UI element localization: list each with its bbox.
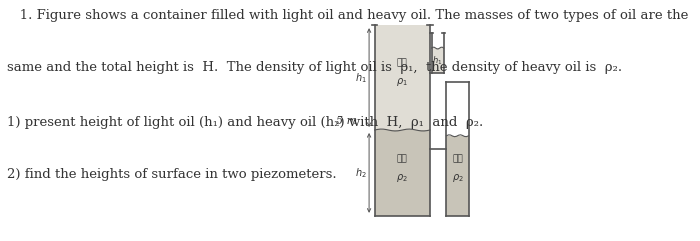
Text: 重油: 重油 — [452, 154, 463, 163]
Text: 5 m: 5 m — [337, 115, 358, 126]
Bar — [447, 136, 468, 216]
Text: $\rho_2$: $\rho_2$ — [396, 172, 408, 184]
Text: 1. Figure shows a container filled with light oil and heavy oil. The masses of t: 1. Figure shows a container filled with … — [7, 8, 688, 21]
Text: $h_1$: $h_1$ — [433, 54, 443, 67]
Text: 轻油: 轻油 — [397, 59, 407, 68]
Text: 重油: 重油 — [397, 154, 407, 163]
Text: $h_1$: $h_1$ — [355, 71, 367, 85]
Text: $\rho_2$: $\rho_2$ — [452, 172, 463, 184]
Bar — [432, 48, 444, 73]
Text: $\rho_1$: $\rho_1$ — [396, 76, 408, 88]
Text: $h_2$: $h_2$ — [355, 166, 367, 180]
Bar — [374, 130, 430, 216]
Text: 2) find the heights of surface in two piezometers.: 2) find the heights of surface in two pi… — [7, 168, 337, 181]
Text: same and the total height is  H.  The density of light oil is  ρ₁,  the density : same and the total height is H. The dens… — [7, 61, 622, 74]
Text: 1) present height of light oil (h₁) and heavy oil (h₂) with  H,  ρ₁  and  ρ₂.: 1) present height of light oil (h₁) and … — [7, 116, 483, 129]
Bar — [374, 25, 430, 130]
